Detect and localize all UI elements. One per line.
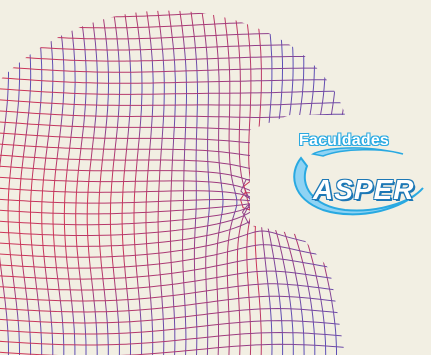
grid-line — [0, 109, 345, 118]
grid-line — [52, 10, 65, 355]
grid-line — [63, 10, 76, 355]
grid-line — [220, 10, 238, 355]
grid-line — [132, 10, 143, 355]
grid-line — [0, 307, 345, 324]
grid-line — [165, 10, 176, 355]
grid-line — [242, 10, 267, 355]
grid-line — [0, 331, 345, 346]
grid-line — [0, 270, 345, 291]
grid-line — [0, 87, 345, 95]
logo-top-text: Faculdades — [299, 132, 390, 149]
grid-line — [18, 10, 32, 355]
logo-main-text: ASPER — [313, 174, 415, 205]
grid-line — [0, 32, 345, 40]
grid-line — [0, 10, 345, 18]
grid-line — [0, 257, 345, 280]
grid-line — [0, 320, 345, 335]
grid-line — [0, 65, 345, 73]
grid-line — [121, 10, 132, 355]
grid-line — [0, 54, 345, 62]
grid-line — [41, 10, 54, 355]
grid-line — [75, 10, 87, 355]
grid-line — [0, 0, 376, 6]
grid-line — [0, 43, 345, 51]
logo-swoosh-graphic — [293, 147, 424, 216]
grid-line — [0, 230, 345, 258]
grid-line — [30, 10, 43, 355]
grid-line — [0, 343, 345, 355]
faculdades-asper-logo: Faculdades ASPER — [283, 118, 429, 220]
grid-line — [0, 295, 345, 313]
grid-line — [0, 98, 345, 106]
grid-line — [243, 10, 273, 355]
grid-line — [98, 10, 109, 355]
grid-line — [209, 10, 224, 355]
grid-line — [239, 10, 284, 355]
grid-line — [187, 10, 198, 355]
grid-line — [86, 10, 98, 355]
grid-line — [0, 21, 345, 29]
grid-line — [176, 10, 187, 355]
grid-line — [0, 283, 345, 302]
grid-line — [253, 10, 281, 355]
grid-line — [143, 10, 154, 355]
grid-line — [0, 244, 345, 269]
grid-line — [7, 10, 21, 355]
grid-line — [109, 10, 121, 355]
grid-line — [198, 10, 211, 355]
grid-line — [154, 10, 165, 355]
grid-line — [0, 76, 345, 84]
